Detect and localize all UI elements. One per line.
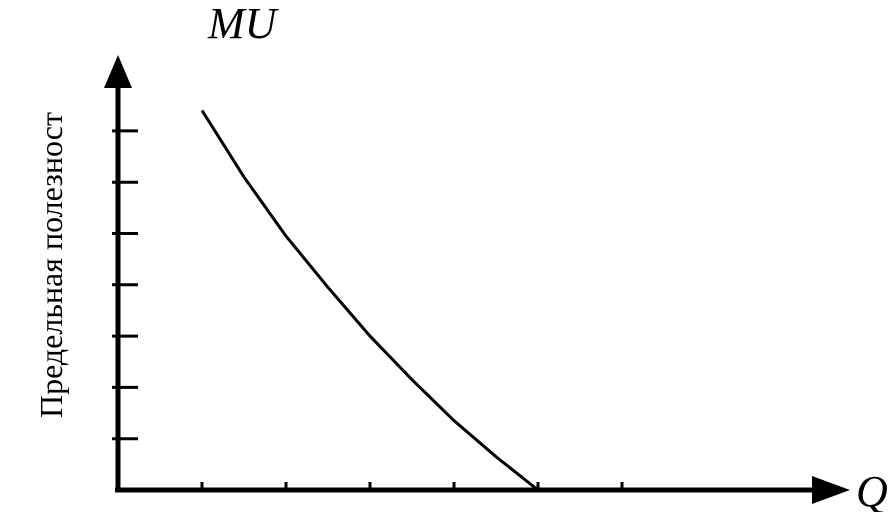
- y-axis-symbol: MU: [207, 0, 280, 48]
- x-ticks: [200, 482, 624, 490]
- axes: [104, 55, 850, 504]
- x-axis-arrow: [812, 476, 850, 504]
- x-axis-symbol: Q: [856, 467, 888, 512]
- y-axis-arrow: [104, 55, 132, 88]
- y-axis-label: Предельная полезност: [33, 112, 69, 418]
- mu-curve: [200, 109, 539, 492]
- y-ticks: [112, 129, 138, 441]
